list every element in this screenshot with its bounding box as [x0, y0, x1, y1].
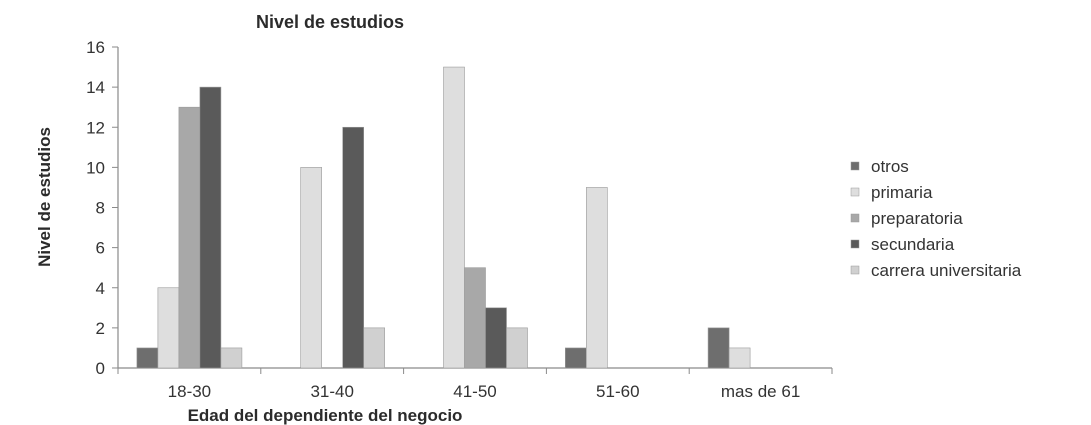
bar [443, 66, 465, 369]
x-tick-label: 51-60 [596, 382, 639, 401]
bar [178, 106, 201, 369]
bar [300, 167, 323, 369]
x-tick-label: 31-40 [310, 382, 353, 401]
bar [707, 327, 730, 369]
x-tick-label: 41-50 [453, 382, 496, 401]
bar [199, 86, 222, 369]
legend-entry: carrera universitaria [871, 261, 1022, 280]
chart-title: Nivel de estudios [256, 12, 404, 32]
bar [564, 347, 587, 369]
bar [728, 347, 751, 369]
legend-entry: otros [871, 157, 909, 176]
legend-swatch [850, 213, 860, 223]
x-axis-label: Edad del dependiente del negocio [188, 406, 463, 425]
bar [342, 126, 365, 369]
x-tick-label: 18-30 [168, 382, 211, 401]
x-tick-label: mas de 61 [721, 382, 800, 401]
y-tick-label: 14 [86, 78, 105, 97]
y-tick-label: 4 [96, 279, 105, 298]
bar [585, 187, 608, 369]
y-axis-label: Nivel de estudios [35, 127, 54, 267]
y-tick-label: 10 [86, 158, 105, 177]
y-tick-label: 2 [96, 319, 105, 338]
bar [363, 327, 386, 369]
y-tick-label: 8 [96, 199, 105, 218]
y-tick-label: 16 [86, 38, 105, 57]
legend-swatch [850, 265, 860, 275]
legend-entry: primaria [871, 183, 933, 202]
bar [157, 287, 180, 369]
bar [506, 327, 528, 369]
legend-swatch [850, 161, 860, 171]
bar [464, 267, 486, 369]
legend-swatch [850, 187, 860, 197]
legend: otros primaria preparatoria secundaria carre… [850, 157, 1022, 280]
y-tick-label: 6 [96, 239, 105, 258]
y-tick-label: 12 [86, 118, 105, 137]
y-tick-label: 0 [96, 359, 105, 378]
legend-entry: preparatoria [871, 209, 963, 228]
legend-entry: secundaria [871, 235, 955, 254]
bar [485, 307, 507, 369]
legend-swatch [850, 239, 860, 249]
bar [136, 347, 159, 369]
plot-area: 0 2 4 6 8 10 12 14 16 18-30 31-40 41-50 51-60 mas de … [86, 38, 833, 401]
bar [220, 347, 243, 369]
